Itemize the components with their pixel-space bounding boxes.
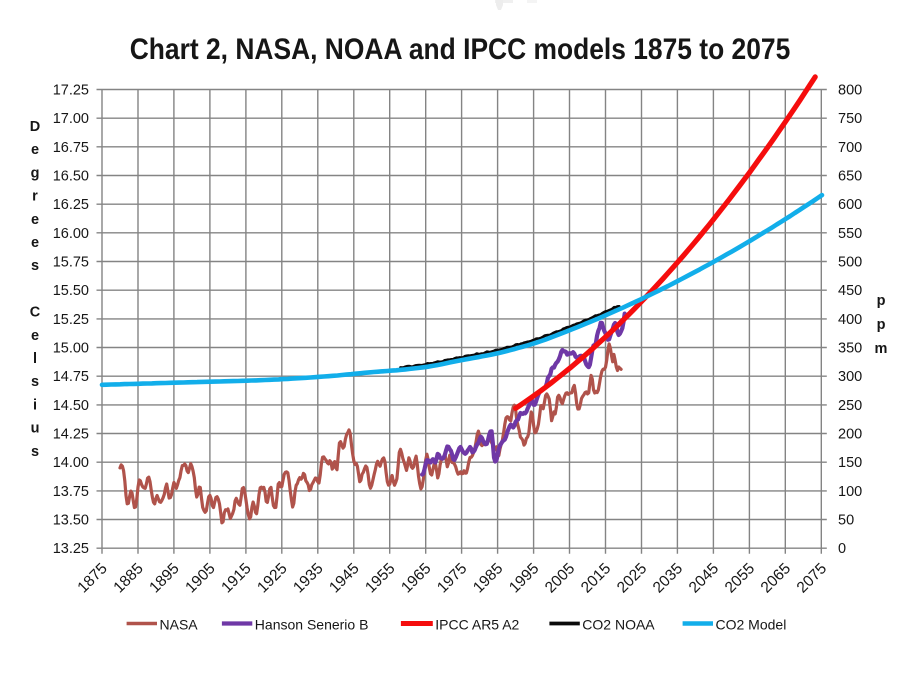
svg-text:C: C [30, 305, 41, 321]
svg-text:600: 600 [838, 197, 862, 213]
svg-text:i: i [33, 397, 37, 413]
svg-text:350: 350 [838, 341, 862, 357]
svg-text:e: e [31, 212, 39, 228]
svg-text:16.00: 16.00 [53, 226, 89, 242]
svg-text:300: 300 [838, 369, 862, 385]
svg-text:p: p [877, 293, 886, 309]
svg-text:Hanson Senerio B: Hanson Senerio B [255, 617, 369, 633]
svg-text:e: e [31, 235, 39, 251]
svg-text:750: 750 [838, 111, 862, 127]
svg-text:650: 650 [838, 169, 862, 185]
svg-text:450: 450 [838, 283, 862, 299]
svg-text:15.75: 15.75 [53, 255, 89, 271]
svg-text:400: 400 [838, 312, 862, 328]
svg-text:CO2 Model: CO2 Model [716, 617, 787, 633]
svg-text:m: m [875, 341, 888, 357]
svg-text:Chart 2, NASA, NOAA and IPCC m: Chart 2, NASA, NOAA and IPCC models 1875… [130, 31, 790, 65]
svg-text:14.25: 14.25 [53, 427, 89, 443]
svg-text:s: s [31, 258, 39, 274]
svg-text:250: 250 [838, 398, 862, 414]
svg-text:14.00: 14.00 [53, 455, 89, 471]
svg-text:l: l [33, 351, 37, 367]
svg-text:13.50: 13.50 [53, 513, 89, 529]
svg-text:g: g [31, 165, 40, 181]
svg-text:15.25: 15.25 [53, 312, 89, 328]
svg-text:0: 0 [838, 541, 846, 557]
svg-text:700: 700 [838, 140, 862, 156]
svg-text:50: 50 [838, 513, 854, 529]
svg-text:800: 800 [838, 83, 862, 99]
svg-text:NASA: NASA [160, 617, 199, 633]
svg-text:IPCC AR5 A2: IPCC AR5 A2 [435, 617, 519, 633]
svg-text:15.50: 15.50 [53, 283, 89, 299]
svg-text:500: 500 [838, 255, 862, 271]
svg-text:100: 100 [838, 484, 862, 500]
svg-text:e: e [31, 328, 39, 344]
svg-text:550: 550 [838, 226, 862, 242]
svg-text:150: 150 [838, 455, 862, 471]
svg-text:CO2 NOAA: CO2 NOAA [582, 617, 655, 633]
svg-text:r: r [32, 189, 38, 205]
svg-text:16.50: 16.50 [53, 169, 89, 185]
svg-text:14.50: 14.50 [53, 398, 89, 414]
svg-text:e: e [31, 142, 39, 158]
svg-text:14.75: 14.75 [53, 369, 89, 385]
svg-text:s: s [31, 444, 39, 460]
svg-text:16.75: 16.75 [53, 140, 89, 156]
svg-text:p: p [877, 317, 886, 333]
svg-text:16.25: 16.25 [53, 197, 89, 213]
svg-text:17.25: 17.25 [53, 83, 89, 99]
svg-text:17.00: 17.00 [53, 111, 89, 127]
svg-text:200: 200 [838, 427, 862, 443]
svg-text:13.25: 13.25 [53, 541, 89, 557]
svg-text:13.75: 13.75 [53, 484, 89, 500]
svg-text:15.00: 15.00 [53, 341, 89, 357]
svg-text:s: s [31, 374, 39, 390]
svg-text:D: D [30, 119, 40, 135]
svg-text:u: u [31, 421, 40, 437]
